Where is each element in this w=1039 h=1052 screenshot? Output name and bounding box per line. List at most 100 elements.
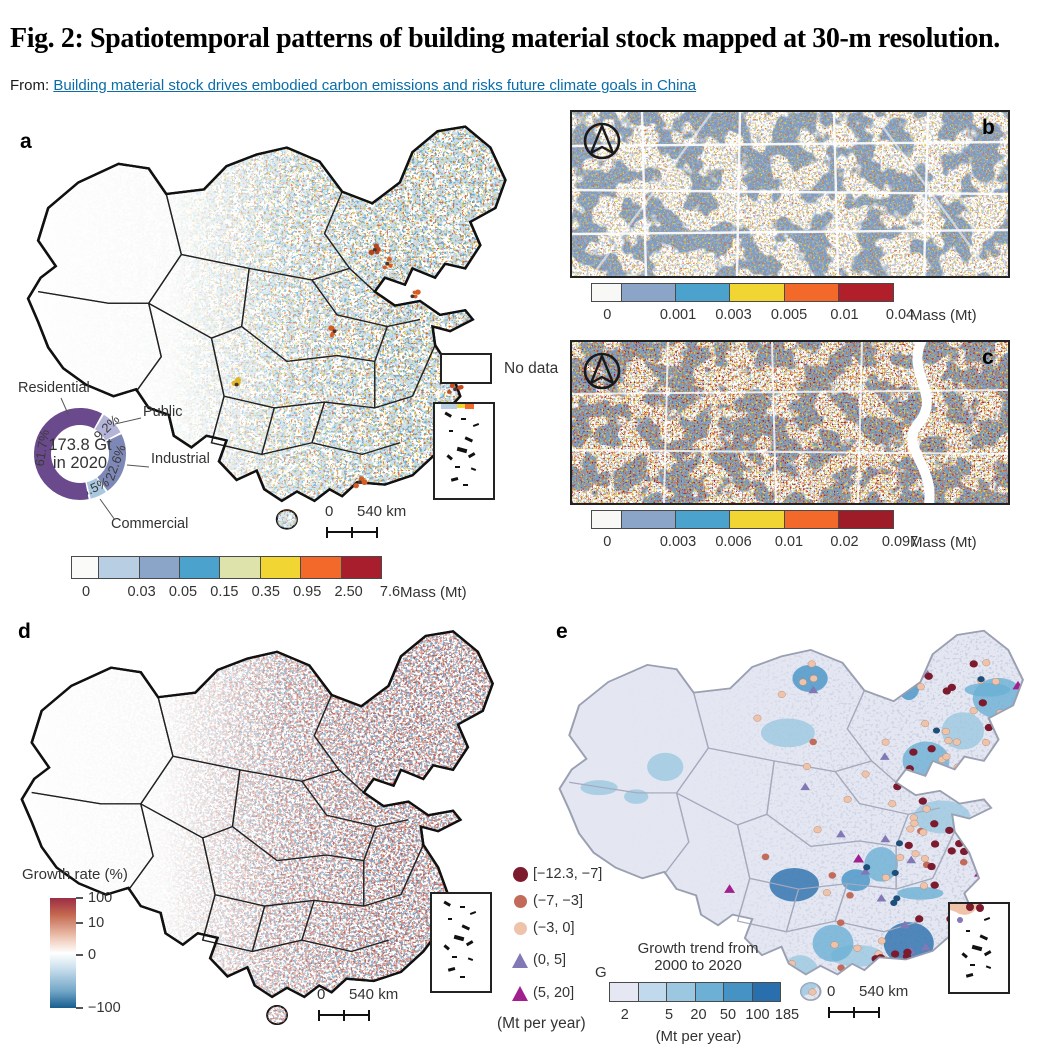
point-legend-unit: (Mt per year) — [497, 1015, 586, 1032]
legend-triangle-icon — [512, 952, 528, 968]
donut-segment-residential — [34, 408, 103, 500]
colorbar-tick-label: 0.005 — [770, 307, 808, 323]
colorbar-tick-label: 0.001 — [659, 307, 697, 323]
colorbar-tick-label: 0.003 — [659, 534, 697, 550]
growth-trend-colorbar-title: Growth trend from 2000 to 2020 — [608, 940, 788, 974]
from-line: From: Building material stock drives emb… — [10, 77, 696, 94]
colorbar-segment — [675, 283, 731, 302]
scalebar-bar — [326, 527, 378, 538]
colorbar-tick-label: 100 — [745, 1007, 770, 1023]
inset-islands — [441, 404, 480, 486]
colorbar-segment — [340, 556, 382, 579]
growth-rate-gradient-bar — [50, 898, 76, 1008]
colorbar-segment — [591, 510, 622, 529]
scalebar-bar — [828, 1007, 880, 1018]
colorbar-tick-label: 0.03 — [127, 584, 156, 600]
colorbar-segment — [783, 510, 840, 529]
city-map-c-canvas — [572, 342, 1008, 503]
donut-category-label: Commercial — [111, 516, 188, 532]
china-stock-map — [26, 125, 507, 530]
colorbar-tick-label: 0 — [603, 307, 612, 323]
colorbar-segment — [591, 283, 622, 302]
inset-islands — [443, 900, 477, 978]
scalebar-distance: 540 km — [859, 983, 909, 1000]
growth-rate-tick-label: 10 — [88, 915, 105, 932]
city-map-c — [570, 340, 1010, 505]
scalebar-zero: 0 — [827, 983, 836, 1000]
city-map-b-canvas — [572, 112, 1008, 276]
colorbar-tick-label: 2.50 — [334, 584, 363, 600]
china-growth-trend-map — [558, 629, 1024, 1001]
colorbar-segments — [71, 556, 390, 579]
donut-category-label: Industrial — [151, 451, 210, 467]
colorbar-segment — [838, 283, 894, 302]
colorbar-tick-label: 0.003 — [715, 307, 752, 323]
scalebar-zero: 0 — [317, 986, 326, 1003]
legend-triangle-icon — [512, 985, 528, 1001]
colorbar-segment — [723, 982, 753, 1002]
legend-circle-icon — [513, 894, 527, 908]
colorbar-segment — [138, 556, 180, 579]
colorbar-tick-label: 7.6 — [379, 584, 401, 600]
scalebar-d: 0 540 km — [312, 986, 422, 1026]
growth-trend-title-line2: 2000 to 2020 — [654, 957, 742, 974]
stray-g-label: G — [595, 964, 607, 981]
donut-center-label: in 2020 — [53, 454, 107, 472]
growth-rate-tick — [76, 954, 83, 956]
point-legend-label: [−12.3, −7] — [533, 866, 603, 882]
growth-trend-colorbar-unit: (Mt per year) — [655, 1028, 742, 1045]
legend-circle-icon — [512, 866, 528, 882]
inset-islands — [950, 903, 992, 978]
china-growth-rate-map — [20, 630, 494, 1026]
colorbar-segment — [178, 556, 221, 579]
south-china-sea-inset-a — [433, 402, 495, 500]
scalebar-zero: 0 — [325, 503, 334, 520]
colorbar-tick-label: 0.01 — [830, 307, 859, 323]
growth-rate-tick — [76, 922, 83, 924]
growth-rate-tick-label: −100 — [88, 1000, 121, 1016]
colorbar-segment — [71, 556, 100, 579]
point-legend-row: [−12.3, −7] — [507, 866, 602, 882]
city-map-b — [570, 110, 1010, 278]
figure-title: Fig. 2: Spatiotemporal patterns of build… — [10, 22, 1000, 54]
panel-b-label: b — [982, 116, 995, 139]
colorbar-tick-label: 5 — [664, 1007, 674, 1023]
no-data-swatch — [440, 353, 492, 384]
colorbar-tick-label: 50 — [719, 1007, 737, 1023]
colorbar-unit-label: Mass (Mt) — [910, 534, 977, 551]
scalebar-distance: 540 km — [357, 503, 407, 520]
point-legend-label: (0, 5] — [533, 952, 567, 968]
colorbar-tick-label: 185 — [774, 1007, 800, 1023]
colorbar-segment — [675, 510, 731, 529]
colorbar-segment — [694, 982, 724, 1002]
growth-rate-tick — [76, 897, 83, 899]
scalebar-bar — [318, 1010, 370, 1021]
panel-c-label: c — [982, 346, 994, 369]
donut-segment-commercial — [86, 477, 106, 499]
growth-trend-point-legend: [−12.3, −7] (−7, −3] (−3, 0] (0, 5] (5, 20] (… — [497, 862, 677, 1052]
growth-rate-tick — [76, 1007, 83, 1009]
article-link[interactable]: Building material stock drives embodied … — [53, 77, 697, 94]
colorbar-segments — [609, 982, 787, 1002]
point-legend-row: (5, 20] — [507, 985, 574, 1001]
point-legend-row: (−7, −3] — [507, 893, 583, 909]
colorbar-tick-label: 0 — [603, 534, 612, 550]
colorbar-tick-label: 0.04 — [885, 307, 915, 323]
growth-rate-tick-label: 0 — [88, 947, 97, 964]
colorbar-segments — [591, 283, 900, 302]
donut-segment-industrial — [97, 434, 126, 491]
colorbar-tick-label: 20 — [690, 1007, 707, 1023]
colorbar-tick-label: 2 — [620, 1007, 629, 1023]
colorbar-segment — [729, 510, 785, 529]
growth-trend-title-line1: Growth trend from — [637, 940, 759, 957]
panel-d-label: d — [18, 620, 31, 643]
point-legend-row: (−3, 0] — [507, 920, 575, 936]
point-legend-label: (−7, −3] — [533, 893, 583, 909]
scalebar-a: 0 540 km — [320, 503, 430, 543]
colorbar-unit-label: Mass (Mt) — [910, 307, 977, 324]
colorbar-unit-label: Mass (Mt) — [400, 584, 467, 601]
colorbar-segment — [838, 510, 894, 529]
colorbar-segment — [620, 510, 676, 529]
mass-colorbar-c: 0 0.003 0.006 0.01 0.02 0.097 Mass (Mt) — [591, 510, 977, 551]
